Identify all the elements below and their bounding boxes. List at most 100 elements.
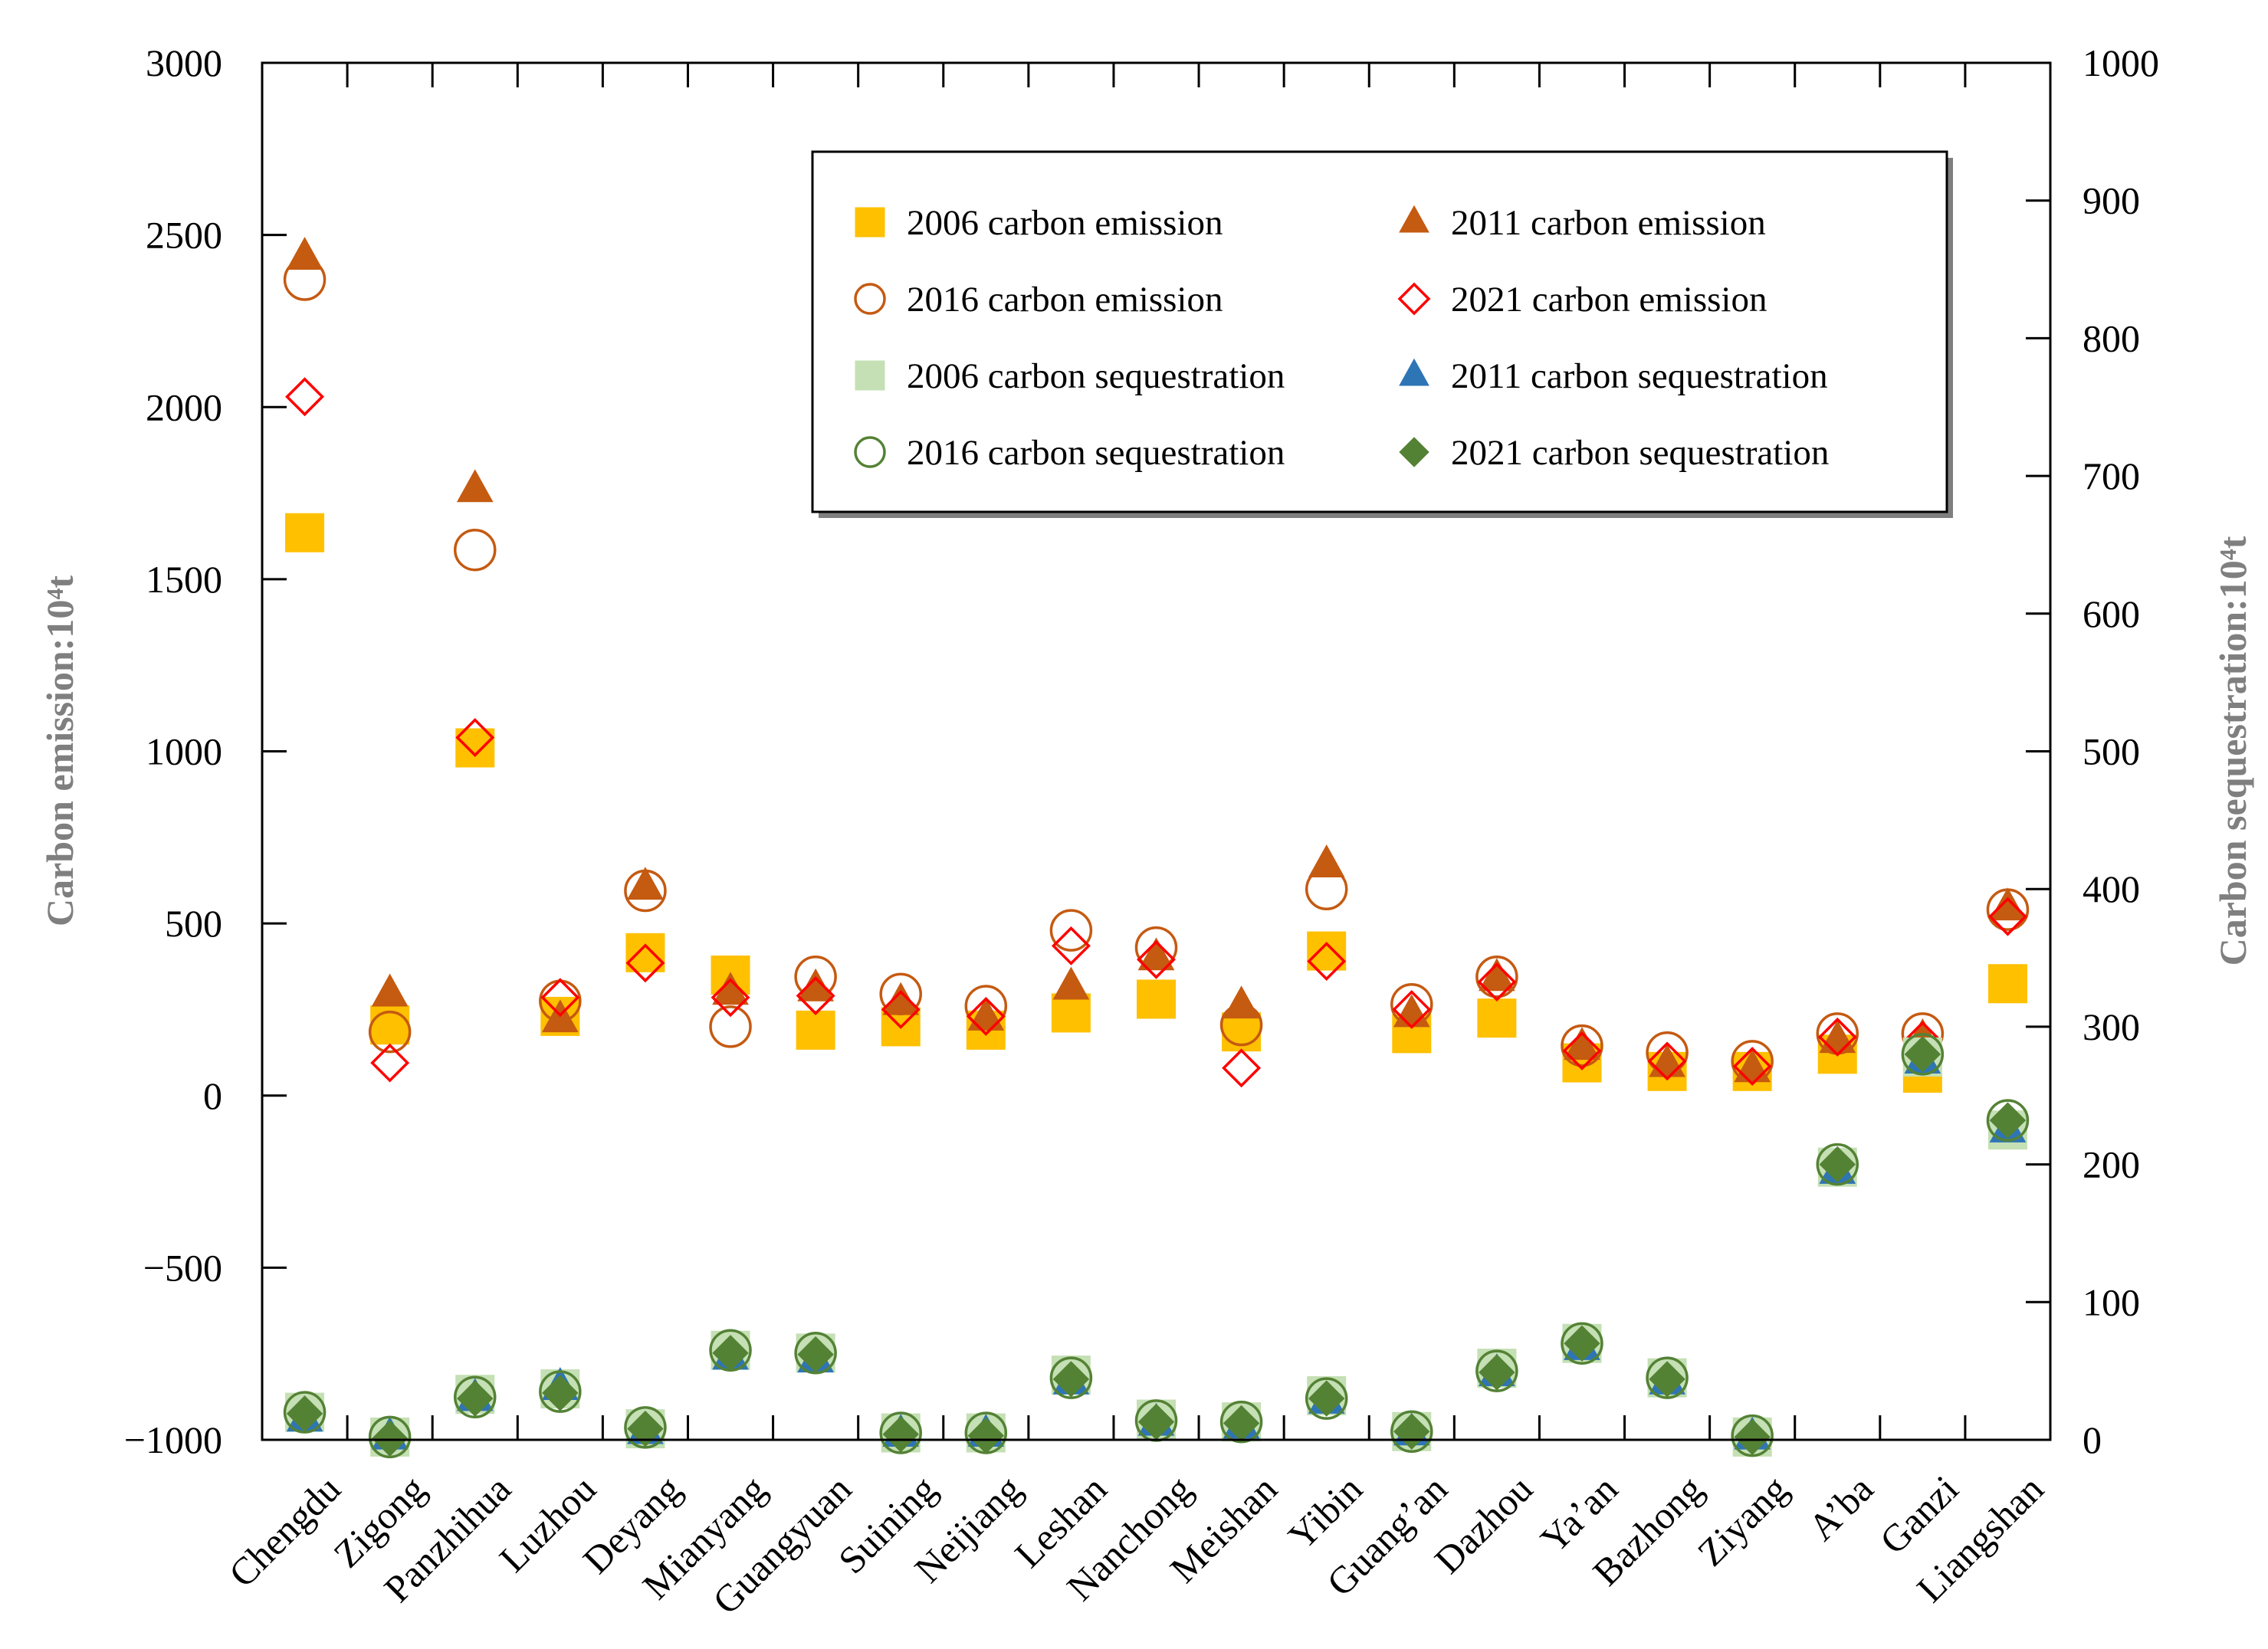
point-2021-carbon-emission-deyang	[625, 943, 665, 983]
y-tick-label: 1000	[146, 730, 222, 773]
y2-tick-label: 800	[2083, 316, 2140, 359]
point-2016-carbon-emission-mianyang	[709, 1005, 752, 1048]
point-2016-carbon-emission-liangshan	[1986, 888, 2030, 931]
point-2021-carbon-emission-a-ba	[1817, 1017, 1857, 1057]
point-2021-carbon-sequestration-yibin	[1308, 1380, 1345, 1417]
point-2021-carbon-sequestration-liangshan	[1989, 1102, 2027, 1139]
point-2021-carbon-emission-bazhong	[1647, 1041, 1687, 1081]
point-2021-carbon-emission-dazhou	[1477, 962, 1517, 1002]
point-2021-carbon-emission-yibin	[1307, 942, 1347, 982]
point-2021-carbon-emission-ziyang	[1732, 1047, 1772, 1087]
y2-tick-label: 500	[2083, 730, 2140, 773]
point-2021-carbon-emission-panzhihua	[455, 718, 495, 758]
data-marks	[283, 237, 2030, 1459]
legend-label-2016-carbon-sequestration: 2016 carbon sequestration	[907, 433, 1285, 473]
legend-label-2011-carbon-sequestration: 2011 carbon sequestration	[1451, 356, 1828, 396]
point-2011-carbon-emission-guang-an	[1393, 994, 1430, 1028]
point-2016-carbon-emission-yibin	[1305, 867, 1348, 910]
y2-tick-label: 900	[2083, 179, 2140, 222]
point-2016-carbon-emission-ziyang	[1731, 1040, 1774, 1083]
legend-label-2006-carbon-emission: 2006 carbon emission	[907, 203, 1223, 243]
point-2006-carbon-emission-deyang	[625, 933, 665, 972]
point-2021-carbon-sequestration-suining	[882, 1416, 919, 1453]
point-2006-carbon-emission-leshan	[1051, 993, 1091, 1033]
point-2006-carbon-emission-guangyuan	[796, 1010, 835, 1050]
point-2021-carbon-sequestration-deyang	[627, 1410, 664, 1447]
point-2016-carbon-emission-zigong	[368, 1010, 412, 1054]
y2-axis-title: Carbon sequestration:10⁴t	[2211, 536, 2254, 965]
x-tick-label-chengdu: Chengdu	[221, 1467, 349, 1595]
point-2016-carbon-emission-suining	[879, 972, 922, 1015]
point-2016-carbon-sequestration-ganzi	[1901, 1033, 1945, 1076]
point-2021-carbon-emission-guang-an	[1392, 989, 1432, 1029]
point-2016-carbon-emission-guangyuan	[794, 956, 837, 998]
point-2021-carbon-emission-liangshan	[1987, 897, 2027, 936]
point-2021-carbon-sequestration-ganzi	[1904, 1036, 1941, 1073]
point-2016-carbon-sequestration-panzhihua	[453, 1375, 497, 1419]
x-tick-label-ziyang: Ziyang	[1689, 1467, 1797, 1575]
point-2016-carbon-sequestration-guang-an	[1390, 1410, 1433, 1453]
x-tick-label-a-ba: A’ba	[1800, 1467, 1881, 1549]
legend-label-2011-carbon-emission: 2011 carbon emission	[1451, 203, 1766, 243]
legend-label-2021-carbon-emission: 2021 carbon emission	[1451, 280, 1767, 320]
point-2006-carbon-emission-nanchong	[1137, 979, 1176, 1019]
point-2016-carbon-emission-panzhihua	[453, 528, 497, 572]
legend-marker-2021-carbon-sequestration	[1399, 437, 1429, 467]
point-2011-carbon-emission-meishan	[1223, 985, 1260, 1019]
point-2016-carbon-sequestration-liangshan	[1986, 1099, 2030, 1142]
legend-marker-2011-carbon-sequestration	[1399, 358, 1429, 386]
y-axis-title: Carbon emission:10⁴t	[38, 575, 81, 926]
legend-box	[811, 150, 1948, 513]
legend-marker-2006-carbon-sequestration	[855, 360, 885, 391]
point-2021-carbon-sequestration-panzhihua	[457, 1380, 494, 1417]
point-2021-carbon-emission-zigong	[370, 1043, 410, 1083]
y-tick-label: 2000	[146, 385, 222, 428]
point-2021-carbon-sequestration-mianyang	[712, 1335, 749, 1372]
point-2016-carbon-sequestration-zigong	[368, 1415, 412, 1459]
point-2016-carbon-sequestration-dazhou	[1475, 1349, 1518, 1392]
point-2016-carbon-sequestration-suining	[879, 1411, 922, 1454]
point-2021-carbon-emission-neijiang	[966, 996, 1006, 1036]
point-2011-carbon-emission-zigong	[371, 973, 409, 1007]
point-2021-carbon-emission-nanchong	[1137, 939, 1176, 979]
y2-tick-label: 200	[2083, 1143, 2140, 1186]
y2-tick-label: 300	[2083, 1005, 2140, 1048]
point-2021-carbon-sequestration-leshan	[1052, 1361, 1090, 1398]
point-2016-carbon-emission-neijiang	[964, 985, 1008, 1028]
point-2011-carbon-emission-liangshan	[1989, 887, 2027, 921]
y2-tick-label: 100	[2083, 1280, 2140, 1323]
point-2016-carbon-sequestration-ya-an	[1561, 1322, 1603, 1365]
point-2016-carbon-sequestration-leshan	[1049, 1356, 1093, 1399]
y2-tick-label: 1000	[2083, 41, 2159, 84]
point-2016-carbon-emission-guang-an	[1390, 982, 1433, 1026]
point-2006-carbon-emission-panzhihua	[455, 728, 495, 768]
point-2021-carbon-emission-meishan	[1222, 1048, 1262, 1088]
point-2016-carbon-sequestration-luzhou	[539, 1370, 582, 1413]
point-2021-carbon-sequestration-chengdu	[286, 1395, 323, 1432]
point-2021-carbon-sequestration-zigong	[371, 1420, 409, 1457]
point-2021-carbon-emission-mianyang	[711, 978, 750, 1018]
legend-marker-2021-carbon-emission	[1397, 282, 1431, 316]
point-2006-carbon-emission-dazhou	[1477, 998, 1517, 1038]
point-2016-carbon-emission-meishan	[1219, 1003, 1263, 1047]
point-2021-carbon-sequestration-dazhou	[1479, 1354, 1515, 1391]
y2-tick-label: 400	[2083, 867, 2140, 910]
point-2016-carbon-emission-bazhong	[1646, 1031, 1689, 1074]
point-2021-carbon-sequestration-ya-an	[1564, 1325, 1600, 1362]
point-2016-carbon-emission-leshan	[1049, 909, 1093, 952]
legend-marker-2016-carbon-emission	[854, 283, 886, 315]
point-2006-carbon-emission-chengdu	[285, 513, 325, 552]
point-2021-carbon-emission-ya-an	[1562, 1031, 1602, 1070]
point-2016-carbon-sequestration-ziyang	[1731, 1414, 1774, 1457]
legend-marker-2006-carbon-emission	[855, 207, 885, 238]
point-2021-carbon-emission-leshan	[1051, 926, 1091, 965]
y2-tick-label: 700	[2083, 454, 2140, 497]
point-2016-carbon-emission-dazhou	[1475, 956, 1518, 998]
point-2021-carbon-emission-chengdu	[285, 377, 325, 417]
legend-marker-2016-carbon-sequestration	[854, 436, 886, 468]
point-2016-carbon-sequestration-guangyuan	[794, 1332, 837, 1375]
legend-label-2016-carbon-emission: 2016 carbon emission	[907, 280, 1223, 320]
y-tick-label: 1500	[146, 558, 222, 601]
point-2016-carbon-sequestration-yibin	[1305, 1377, 1348, 1420]
